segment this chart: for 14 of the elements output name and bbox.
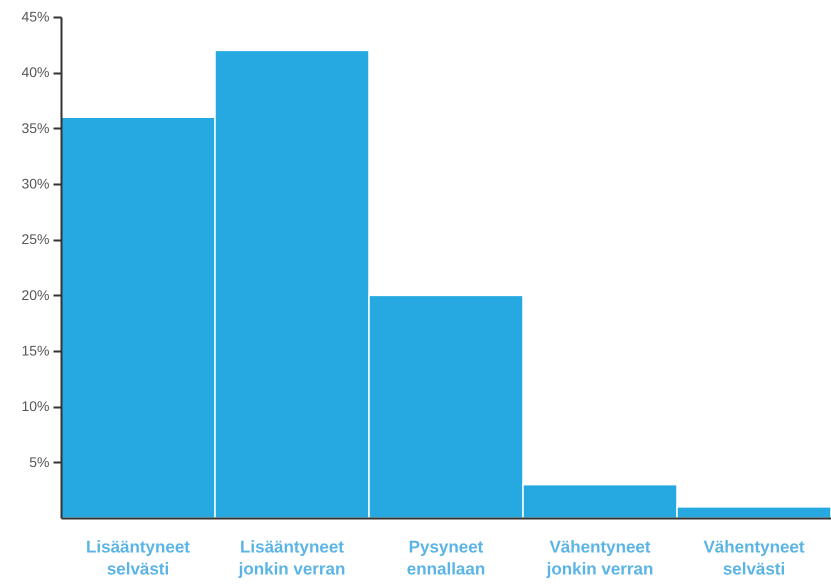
y-tick-label: 10%	[21, 398, 50, 414]
x-tick-label: Pysyneet ennallaan	[406, 538, 486, 578]
y-tick-label: 30%	[21, 176, 50, 192]
y-tick-label: 15%	[21, 342, 50, 358]
x-tick-label: Lisääntyneet jonkin verran	[238, 538, 346, 578]
y-tick-label: 5%	[29, 454, 50, 470]
y-tick-label: 40%	[21, 64, 50, 80]
y-tick-label: 20%	[21, 286, 50, 303]
x-tick-label: Vähentyneet jonkin verran	[546, 538, 654, 578]
x-tick-label: Lisääntyneet selvästi	[86, 538, 190, 578]
y-tick-label: 35%	[21, 120, 50, 136]
y-tick-label: 25%	[21, 231, 50, 248]
x-tick-label: Vähentyneet selvästi	[703, 538, 805, 578]
y-tick-label: 45%	[21, 8, 50, 24]
